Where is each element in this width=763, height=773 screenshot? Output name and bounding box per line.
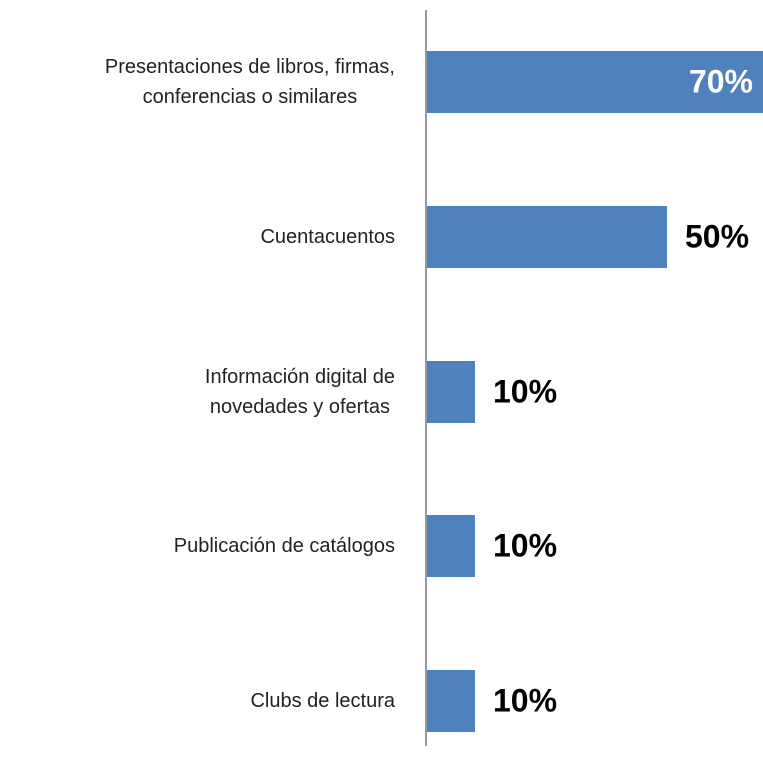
- value-label: 70%: [688, 63, 753, 100]
- category-label: Presentaciones de libros, firmas, confer…: [104, 56, 395, 108]
- value-label: 10%: [493, 373, 558, 410]
- category-label-box: Información digital de novedades y ofert…: [0, 362, 395, 422]
- category-axis: [425, 10, 427, 746]
- category-label-box: Publicación de catálogos: [0, 531, 395, 561]
- value-label: 10%: [493, 682, 558, 719]
- bar: [427, 51, 763, 113]
- bar: [427, 670, 475, 733]
- category-label: Información digital de novedades y ofert…: [204, 365, 395, 418]
- bar: [427, 515, 475, 578]
- category-label-box: Presentaciones de libros, firmas, confer…: [0, 52, 395, 112]
- bar: [427, 360, 475, 423]
- category-label: Publicación de catálogos: [173, 535, 395, 558]
- category-label: Cuentacuentos: [260, 225, 395, 248]
- bar: [427, 205, 667, 268]
- category-label-box: Clubs de lectura: [0, 686, 395, 716]
- category-label: Clubs de lectura: [250, 690, 395, 713]
- value-label: 10%: [493, 527, 558, 564]
- value-label: 50%: [685, 218, 750, 255]
- category-label-box: Cuentacuentos: [0, 222, 395, 252]
